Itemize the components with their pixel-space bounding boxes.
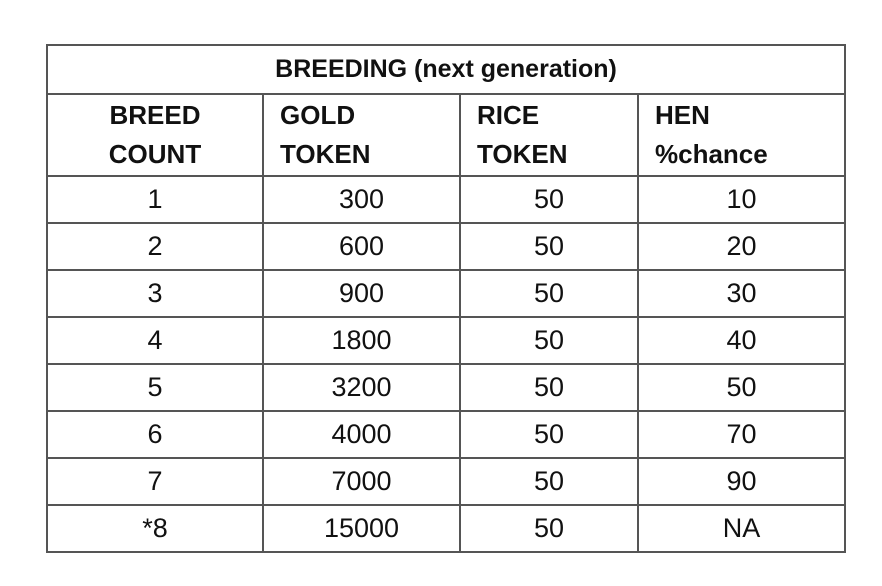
gold-token-cell: 4000: [262, 410, 461, 459]
hen-chance-cell: 20: [636, 222, 847, 271]
table-row: 4 1800 50 40: [46, 316, 847, 365]
column-header-breed-count: BREED COUNT: [46, 93, 264, 177]
rice-token-cell: 50: [459, 410, 639, 459]
hen-chance-cell: 30: [636, 269, 847, 318]
breed-count-cell: 4: [46, 316, 264, 365]
rice-token-cell: 50: [459, 504, 639, 553]
table-row: 5 3200 50 50: [46, 363, 847, 412]
table-row: 1 300 50 10: [46, 175, 847, 224]
breed-count-cell: *8: [46, 504, 264, 553]
header-line: %chance: [655, 139, 768, 169]
table-row: 6 4000 50 70: [46, 410, 847, 459]
breed-count-cell: 3: [46, 269, 264, 318]
rice-token-cell: 50: [459, 457, 639, 506]
breed-count-cell: 1: [46, 175, 264, 224]
hen-chance-cell: NA: [636, 504, 847, 553]
table-row: 3 900 50 30: [46, 269, 847, 318]
gold-token-cell: 15000: [262, 504, 461, 553]
table-title-row: BREEDING (next generation): [45, 44, 847, 95]
breed-count-cell: 5: [46, 363, 264, 412]
header-line: BREED: [109, 100, 201, 130]
column-header-gold-token: GOLD TOKEN: [262, 93, 461, 177]
breed-count-cell: 7: [46, 457, 264, 506]
header-line: TOKEN: [477, 139, 568, 169]
hen-chance-cell: 50: [636, 363, 847, 412]
header-line: HEN: [655, 100, 710, 130]
table-header-row: BREED COUNT GOLD TOKEN RICE TOKEN HEN %c…: [46, 93, 847, 177]
rice-token-cell: 50: [459, 316, 639, 365]
column-header-rice-token: RICE TOKEN: [459, 93, 639, 177]
header-line: COUNT: [108, 139, 202, 169]
gold-token-cell: 900: [262, 269, 461, 318]
rice-token-cell: 50: [459, 222, 639, 271]
gold-token-cell: 600: [262, 222, 461, 271]
hen-chance-cell: 70: [636, 410, 847, 459]
rice-token-cell: 50: [459, 269, 639, 318]
table-row: *8 15000 50 NA: [46, 504, 847, 553]
hen-chance-cell: 40: [636, 316, 847, 365]
rice-token-cell: 50: [459, 175, 639, 224]
gold-token-cell: 300: [262, 175, 461, 224]
header-line: GOLD: [280, 100, 356, 130]
breed-count-cell: 6: [46, 410, 264, 459]
table-title: BREEDING (next generation): [45, 44, 847, 95]
table-row: 7 7000 50 90: [46, 457, 847, 506]
column-header-hen-chance: HEN %chance: [636, 93, 847, 177]
breeding-table: BREEDING (next generation) BREED COUNT G…: [45, 44, 847, 553]
header-line: TOKEN: [280, 139, 371, 169]
hen-chance-cell: 90: [636, 457, 847, 506]
header-line: RICE: [477, 100, 540, 130]
gold-token-cell: 1800: [262, 316, 461, 365]
breeding-table-container: BREEDING (next generation) BREED COUNT G…: [45, 44, 847, 553]
hen-chance-cell: 10: [636, 175, 847, 224]
gold-token-cell: 7000: [262, 457, 461, 506]
gold-token-cell: 3200: [262, 363, 461, 412]
breed-count-cell: 2: [46, 222, 264, 271]
table-row: 2 600 50 20: [46, 222, 847, 271]
rice-token-cell: 50: [459, 363, 639, 412]
